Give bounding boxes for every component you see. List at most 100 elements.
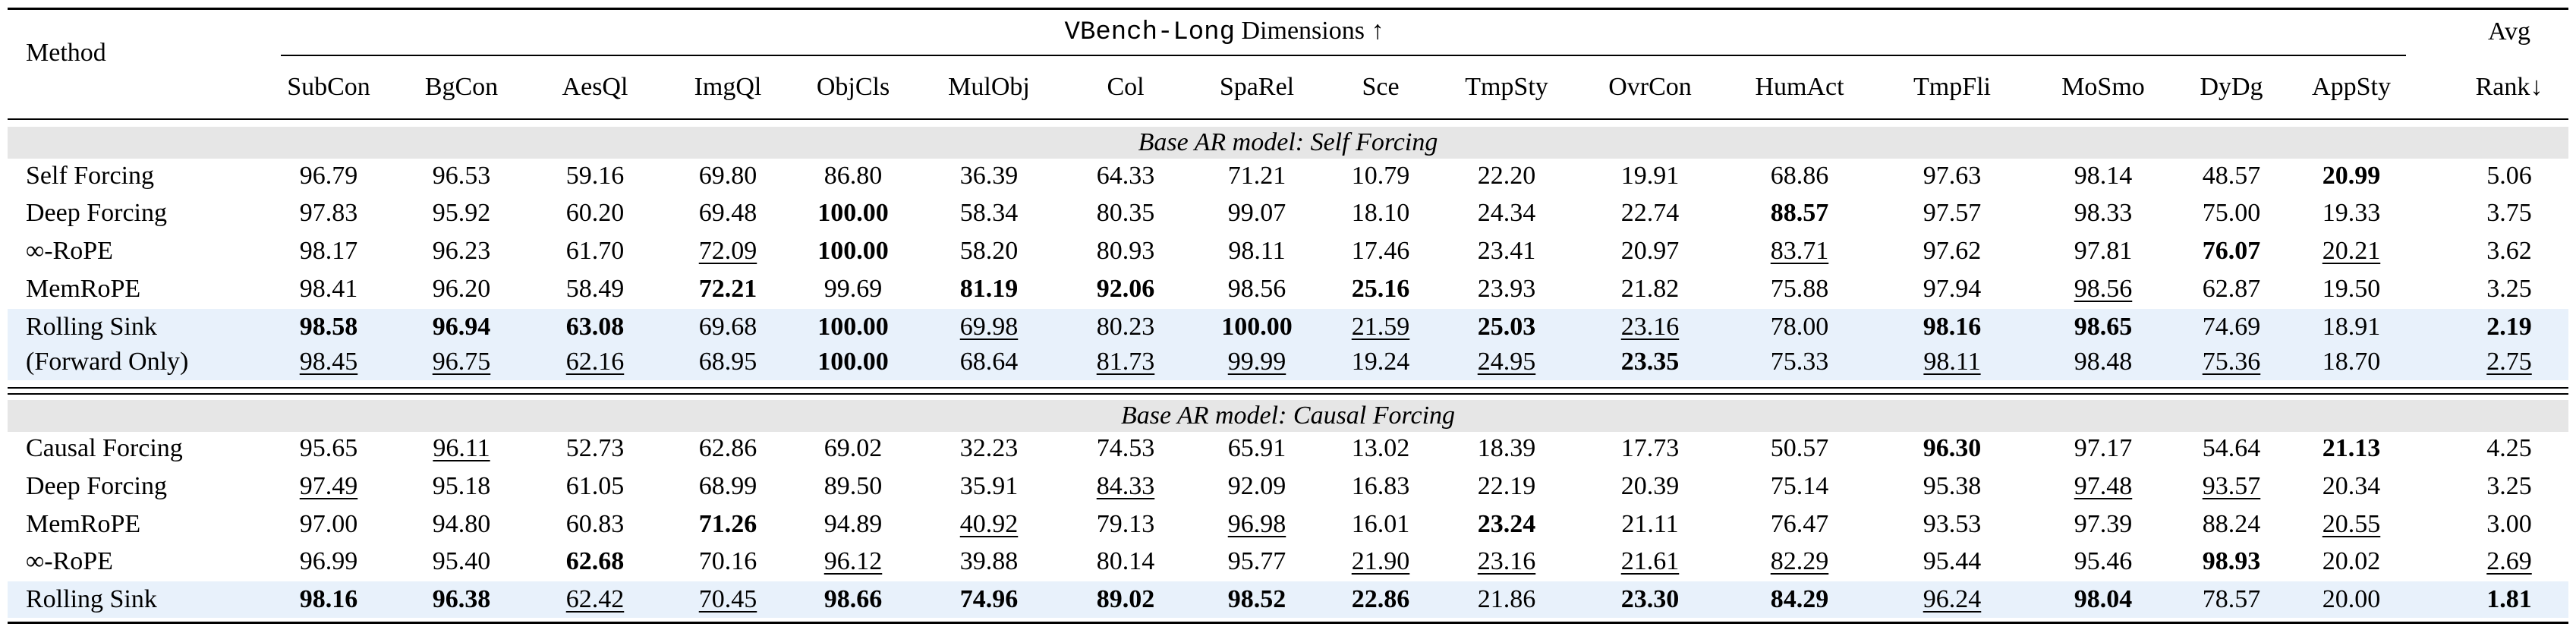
score-cell: 19.91 [1620, 162, 1680, 190]
score-cell: 97.94 [1923, 275, 1982, 303]
score-cell: 17.73 [1620, 434, 1680, 462]
method-name: Causal Forcing [26, 434, 183, 462]
score-cell: 20.02 [2322, 547, 2381, 575]
score-cell: 95.44 [1923, 547, 1982, 575]
score-cell: 69.48 [698, 199, 757, 227]
score-cell: 100.00 [817, 313, 889, 341]
column-header: Col [1107, 73, 1145, 101]
score-cell: 22.19 [1477, 472, 1536, 500]
score-cell: 69.02 [824, 434, 883, 462]
score-cell: 98.45 [299, 348, 358, 376]
method-name: MemRoPE [26, 275, 141, 303]
score-cell: 69.98 [959, 313, 1019, 341]
header-rule [8, 118, 2568, 120]
score-cell: 68.95 [698, 348, 757, 376]
score-cell: 50.57 [1770, 434, 1829, 462]
score-cell: 35.91 [959, 472, 1019, 500]
avg-rank-cell: 3.25 [2486, 275, 2532, 303]
score-cell: 24.95 [1477, 348, 1536, 376]
score-cell: 98.11 [1923, 348, 1981, 376]
score-cell: 72.09 [698, 237, 757, 265]
score-cell: 58.49 [565, 275, 625, 303]
score-cell: 21.59 [1351, 313, 1410, 341]
score-cell: 21.61 [1620, 547, 1680, 575]
score-cell: 75.14 [1770, 472, 1829, 500]
score-cell: 97.39 [2074, 510, 2133, 538]
score-cell: 23.24 [1477, 510, 1536, 538]
score-cell: 19.33 [2322, 199, 2381, 227]
score-cell: 93.57 [2202, 472, 2261, 500]
score-cell: 97.83 [299, 199, 358, 227]
section-band [8, 400, 2568, 432]
section-rule [8, 393, 2568, 395]
score-cell: 16.83 [1351, 472, 1410, 500]
score-cell: 95.38 [1923, 472, 1982, 500]
score-cell: 80.14 [1096, 547, 1155, 575]
score-cell: 62.16 [565, 348, 625, 376]
score-cell: 71.21 [1227, 162, 1286, 190]
score-cell: 95.18 [432, 472, 491, 500]
score-cell: 95.65 [299, 434, 358, 462]
column-header: MoSmo [2061, 73, 2145, 101]
column-header: Sce [1362, 73, 1400, 101]
score-cell: 89.02 [1096, 585, 1155, 613]
score-cell: 75.36 [2202, 348, 2261, 376]
column-header: SubCon [287, 73, 370, 101]
score-cell: 96.11 [433, 434, 490, 462]
column-header: AppSty [2312, 73, 2391, 101]
score-cell: 96.30 [1923, 434, 1982, 462]
method-name: Self Forcing [26, 162, 155, 190]
score-cell: 60.83 [565, 510, 625, 538]
highlight-band [8, 581, 2568, 618]
score-cell: 96.53 [432, 162, 491, 190]
score-cell: 18.39 [1477, 434, 1536, 462]
score-cell: 59.16 [565, 162, 625, 190]
highlight-band [8, 344, 2568, 380]
score-cell: 97.00 [299, 510, 358, 538]
benchmark-name: VBench-Long [1064, 18, 1235, 47]
avg-rank-cell: 2.19 [2486, 313, 2532, 341]
score-cell: 39.88 [959, 547, 1019, 575]
score-cell: 88.57 [1770, 199, 1829, 227]
score-cell: 21.13 [2322, 434, 2381, 462]
score-cell: 36.39 [959, 162, 1019, 190]
score-cell: 97.49 [299, 472, 358, 500]
column-header: HumAct [1755, 73, 1844, 101]
group-label: Dimensions ↑ [1241, 17, 1384, 45]
method-name: Rolling Sink [26, 585, 157, 613]
score-cell: 62.68 [565, 547, 625, 575]
score-cell: 22.86 [1351, 585, 1410, 613]
score-cell: 20.99 [2322, 162, 2381, 190]
column-header: ObjCls [816, 73, 890, 101]
score-cell: 80.93 [1096, 237, 1155, 265]
score-cell: 84.33 [1096, 472, 1155, 500]
score-cell: 70.45 [698, 585, 757, 613]
column-header: MulObj [948, 73, 1030, 101]
score-cell: 20.21 [2322, 237, 2381, 265]
score-cell: 68.86 [1770, 162, 1829, 190]
score-cell: 19.24 [1351, 348, 1410, 376]
score-cell: 94.80 [432, 510, 491, 538]
score-cell: 69.80 [698, 162, 757, 190]
score-cell: 98.58 [299, 313, 358, 341]
score-cell: 71.26 [698, 510, 757, 538]
score-cell: 84.29 [1770, 585, 1829, 613]
score-cell: 83.71 [1770, 237, 1829, 265]
score-cell: 100.00 [1221, 313, 1293, 341]
column-header: BgCon [424, 73, 499, 101]
score-cell: 99.07 [1227, 199, 1286, 227]
method-name: ∞-RoPE [26, 237, 113, 265]
section-band [8, 127, 2568, 159]
avg-rank-cell: 3.25 [2486, 472, 2532, 500]
score-cell: 23.30 [1620, 585, 1680, 613]
score-cell: 81.19 [959, 275, 1019, 303]
group-header: VBench-Long Dimensions ↑ [1065, 18, 1384, 46]
score-cell: 23.16 [1620, 313, 1680, 341]
score-cell: 25.03 [1477, 313, 1536, 341]
score-cell: 95.77 [1227, 547, 1286, 575]
score-cell: 62.86 [698, 434, 757, 462]
column-header: AesQl [562, 73, 628, 101]
score-cell: 86.80 [824, 162, 883, 190]
score-cell: 79.13 [1096, 510, 1155, 538]
score-cell: 98.52 [1227, 585, 1286, 613]
